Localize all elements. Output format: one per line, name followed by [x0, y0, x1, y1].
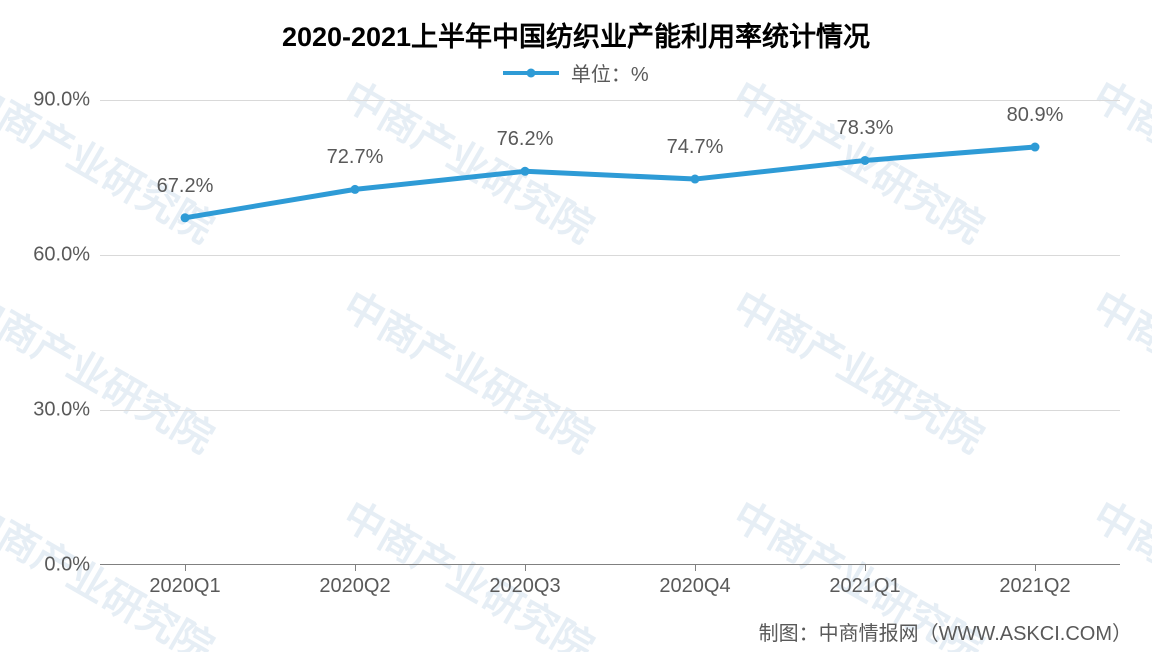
x-axis — [100, 564, 1120, 565]
legend-label: 单位：% — [571, 58, 649, 87]
x-tick-label: 2020Q3 — [489, 565, 560, 598]
legend-marker — [503, 66, 559, 80]
y-tick-label: 90.0% — [33, 89, 100, 112]
x-tick-label: 2020Q4 — [659, 565, 730, 598]
x-tick-label: 2021Q2 — [999, 565, 1070, 598]
gridline — [100, 410, 1120, 411]
line-series — [100, 100, 1120, 565]
gridline — [100, 100, 1120, 101]
chart-root: 中商产业研究院中商产业研究院中商产业研究院中商产业研究院中商产业研究院中商产业研… — [0, 0, 1152, 652]
x-tick-label: 2020Q1 — [149, 565, 220, 598]
x-tick-label: 2021Q1 — [829, 565, 900, 598]
y-tick-label: 0.0% — [44, 554, 100, 577]
chart-legend: 单位：% — [0, 58, 1152, 87]
gridline — [100, 255, 1120, 256]
data-label: 78.3% — [837, 117, 894, 140]
data-label: 72.7% — [327, 146, 384, 169]
data-label: 74.7% — [667, 136, 724, 159]
chart-credit: 制图：中商情报网（WWW.ASKCI.COM） — [759, 617, 1132, 646]
data-label: 67.2% — [157, 175, 214, 198]
x-tick-label: 2020Q2 — [319, 565, 390, 598]
data-label: 80.9% — [1007, 104, 1064, 127]
chart-title: 2020-2021上半年中国纺织业产能利用率统计情况 — [0, 15, 1152, 54]
plot-area: 0.0%30.0%60.0%90.0%2020Q12020Q22020Q3202… — [100, 100, 1120, 565]
y-tick-label: 60.0% — [33, 244, 100, 267]
y-tick-label: 30.0% — [33, 399, 100, 422]
data-label: 76.2% — [497, 128, 554, 151]
